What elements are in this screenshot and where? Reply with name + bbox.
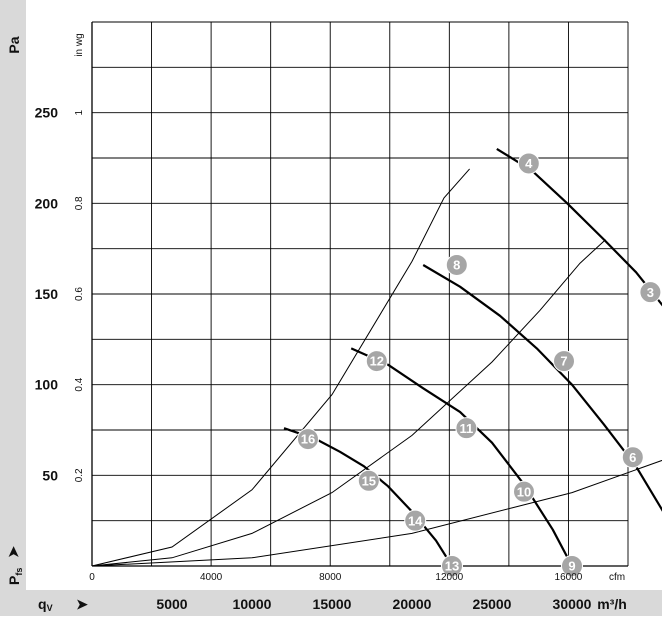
- operating-point-label: 10: [517, 484, 531, 499]
- y-tick-label: 50: [42, 467, 58, 483]
- operating-point-label: 15: [362, 473, 376, 488]
- operating-point-label: 4: [525, 156, 533, 171]
- operating-point-marker: [513, 480, 535, 503]
- system-curve: [91, 239, 606, 567]
- system-curves: [91, 168, 662, 567]
- operating-point-marker: [455, 417, 478, 440]
- x-axis-label-strip: [0, 590, 662, 616]
- fan-curve: [422, 264, 662, 512]
- x2-tick-label: 0: [89, 572, 95, 583]
- x2-tick-label: 16000: [555, 572, 583, 583]
- operating-point-marker: [639, 281, 662, 304]
- operating-point-marker: [297, 428, 319, 451]
- grid: [91, 21, 629, 567]
- operating-point-label: 11: [460, 421, 474, 436]
- x-tick-label: 5000: [156, 596, 187, 612]
- x-tick-label: 25000: [473, 596, 512, 612]
- operating-point-label: 6: [629, 450, 636, 465]
- x2-tick-label: 8000: [319, 572, 342, 583]
- y-tick-label: 150: [35, 286, 59, 302]
- fan-curves: [283, 147, 662, 567]
- fan-curve: [350, 347, 573, 567]
- system-curve: [91, 459, 662, 567]
- operating-point-label: 13: [445, 559, 459, 574]
- operating-point-label: 9: [568, 559, 575, 574]
- operating-point-marker: [357, 469, 380, 492]
- operating-point-label: 14: [408, 513, 423, 528]
- y-axis-symbol: Pfs: [6, 568, 24, 585]
- operating-point-label: 7: [560, 354, 567, 369]
- y2-tick-label: 1: [74, 109, 85, 115]
- x2-tick-label: 4000: [200, 572, 223, 583]
- y-tick-label: 100: [35, 377, 59, 393]
- y-axis-unit: Pa: [6, 36, 22, 53]
- x-tick-label: 10000: [233, 596, 272, 612]
- y-axis-label-strip: [0, 0, 26, 590]
- y-axis-arrow: ➤: [5, 546, 21, 558]
- operating-point-marker: [441, 555, 463, 577]
- operating-point-label: 16: [301, 432, 315, 447]
- operating-point-marker: [365, 350, 388, 373]
- y2-tick-label: 0.6: [74, 287, 85, 301]
- y2-tick-label: 0.2: [74, 468, 85, 482]
- operating-point-label: 3: [647, 285, 654, 300]
- operating-point-label: 12: [370, 354, 384, 369]
- fan-curve: [496, 147, 662, 307]
- y2-tick-label: 0.4: [74, 377, 85, 391]
- operating-point-marker: [445, 253, 468, 276]
- x-tick-label: 15000: [313, 596, 352, 612]
- operating-point-marker: [553, 350, 575, 373]
- y-tick-label: 200: [35, 195, 59, 211]
- x-axis-unit: m³/h: [597, 596, 627, 612]
- x-axis-symbol: qV: [38, 596, 53, 613]
- y2-tick-label: 0.8: [74, 196, 85, 210]
- axis-labels: Pa in wg 50 100 150 200 250 0.2 0.4 0.6 0.8 1 Pfs ➤ 0 4…: [5, 33, 627, 613]
- operating-point-marker: [621, 446, 644, 469]
- x2-tick-label: 12000: [435, 572, 463, 583]
- operating-point-marker: [517, 152, 540, 175]
- x-axis-arrow: ➤: [76, 596, 88, 612]
- operating-point-label: 8: [453, 258, 460, 273]
- operating-point-marker: [404, 509, 427, 532]
- x-tick-label: 30000: [553, 596, 592, 612]
- y2-axis-unit: in wg: [74, 33, 85, 56]
- x-tick-label: 20000: [393, 596, 432, 612]
- x2-axis-unit: cfm: [609, 572, 625, 583]
- operating-point-marker: [561, 555, 583, 577]
- system-curve: [91, 168, 470, 567]
- y-tick-label: 250: [35, 105, 59, 121]
- operating-points: 12345678910111213141516: [297, 152, 662, 577]
